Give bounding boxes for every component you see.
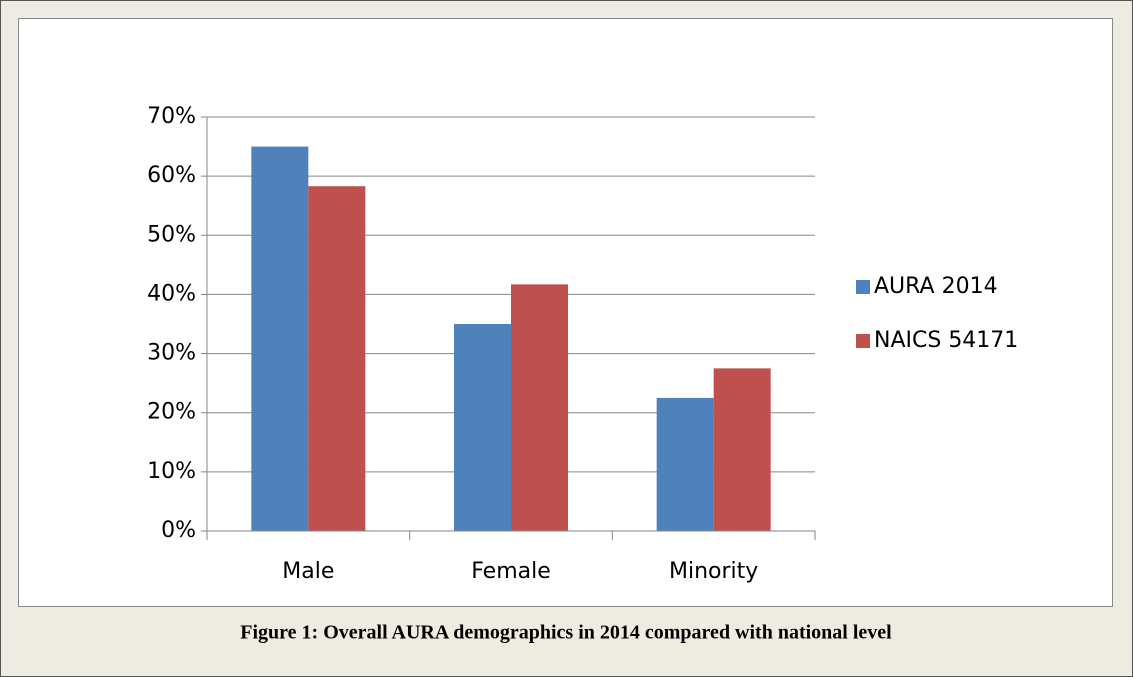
- y-tick-label: 70%: [147, 104, 196, 129]
- y-tick-label: 30%: [147, 341, 196, 366]
- y-tick-label: 40%: [147, 281, 196, 306]
- legend-label: AURA 2014: [874, 274, 998, 299]
- legend-label: NAICS 54171: [874, 328, 1018, 353]
- legend-swatch: [856, 334, 870, 348]
- x-tick-label: Female: [471, 559, 551, 584]
- y-tick-label: 60%: [147, 163, 196, 188]
- y-tick-label: 0%: [161, 518, 196, 543]
- bar: [251, 146, 309, 532]
- x-tick-label: Minority: [669, 559, 758, 584]
- y-tick-label: 20%: [147, 400, 196, 425]
- caption: Figure 1: Overall AURA demographics in 2…: [240, 622, 892, 644]
- y-tick-label: 10%: [147, 459, 196, 484]
- bar: [511, 284, 568, 531]
- y-tick-label: 50%: [147, 222, 196, 247]
- bar: [308, 186, 366, 531]
- bar: [454, 324, 511, 531]
- bar: [713, 368, 771, 531]
- x-tick-label: Male: [282, 559, 334, 584]
- legend-swatch: [856, 280, 870, 294]
- bar: [656, 397, 714, 531]
